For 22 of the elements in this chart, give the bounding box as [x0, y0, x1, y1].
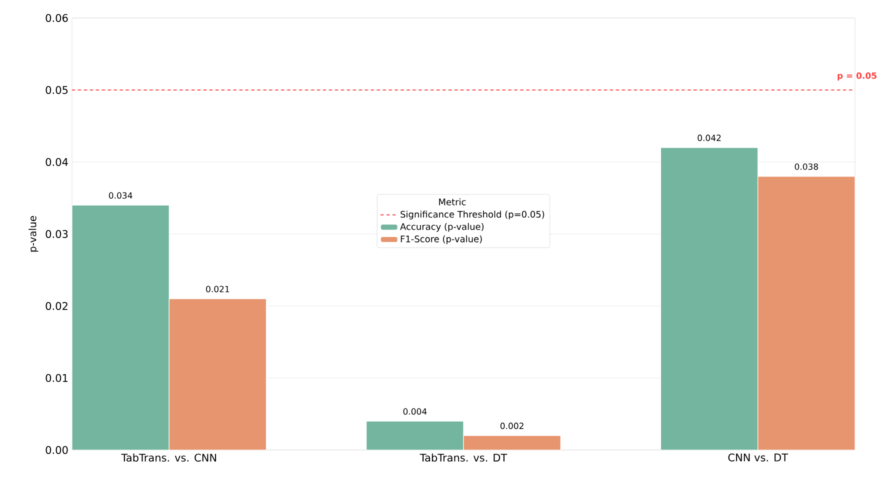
data-label: 0.004: [403, 408, 427, 415]
data-label: 0.042: [698, 134, 721, 142]
data-label: 0.038: [794, 163, 818, 170]
y-tick-label: 0.05: [46, 86, 68, 94]
x-tick-label: TabTrans. vs. CNN: [121, 454, 216, 462]
legend-label: Significance Threshold (p=0.05): [400, 210, 544, 220]
data-label: 0.034: [108, 192, 132, 199]
y-tick-label: 0.01: [46, 374, 68, 382]
y-tick-label: 0.02: [46, 302, 68, 310]
y-axis-title: p-value: [28, 216, 38, 252]
annotation: p = 0.05: [838, 72, 876, 80]
y-tick-label: 0.06: [46, 14, 68, 22]
x-tick-label: TabTrans. vs. DT: [420, 454, 508, 462]
data-label: 0.021: [206, 286, 230, 292]
legend-label: F1-Score (p-value): [400, 235, 482, 244]
legend-label: Accuracy (p-value): [400, 223, 484, 232]
x-tick-label: CNN vs. DT: [728, 454, 788, 462]
y-tick-label: 0.00: [46, 446, 68, 454]
data-label: 0.002: [500, 422, 524, 430]
y-tick-label: 0.03: [46, 230, 68, 238]
legend-title: Metric: [439, 198, 466, 206]
y-tick-label: 0.04: [46, 158, 68, 166]
